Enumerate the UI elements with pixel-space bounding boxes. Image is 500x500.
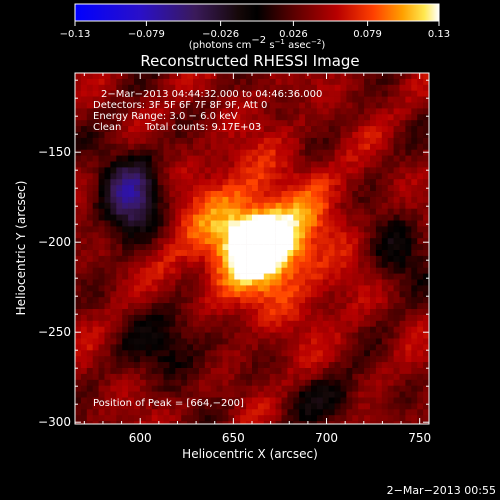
annotation-energy: Energy Range: 3.0 − 6.0 keV [93, 111, 238, 122]
y-tick-label: −250 [38, 325, 71, 339]
unit-part: asec [285, 40, 311, 51]
colorbar-tick-label: −0.079 [128, 29, 165, 40]
annotation-clean: Clean [93, 122, 121, 133]
x-tick-label: 650 [222, 431, 245, 445]
y-axis-ticks: −150 −200 −250 −300 [38, 79, 429, 429]
annotation-peak: Position of Peak = [664,−200] [93, 398, 244, 409]
y-tick-label: −150 [38, 145, 71, 159]
x-tick-label: 700 [315, 431, 338, 445]
colorbar-tick-label: 0.079 [353, 29, 382, 40]
x-tick-label: 600 [129, 431, 152, 445]
colorbar-tick-label: 0.026 [279, 29, 308, 40]
x-axis-label: Heliocentric X (arcsec) [182, 447, 318, 461]
y-tick-label: −200 [38, 235, 71, 249]
annotation-counts: Total counts: 9.17E+03 [144, 122, 261, 133]
x-tick-label: 750 [408, 431, 431, 445]
footer-timestamp: 2−Mar−2013 00:55 [387, 484, 496, 497]
colorbar-tick-label: −0.026 [202, 29, 239, 40]
unit-part: s [266, 40, 274, 51]
colorbar-ticks: −0.13 −0.079 −0.026 0.026 0.079 0.13 [60, 21, 450, 40]
unit-part: ) [321, 40, 325, 51]
y-tick-label: −300 [38, 415, 71, 429]
y-axis-label: Heliocentric Y (arcsec) [14, 181, 28, 316]
x-axis-ticks: 600 650 700 750 [83, 73, 431, 445]
annotation-time-range: 2−Mar−2013 04:44:32.000 to 04:46:36.000 [101, 89, 322, 100]
unit-exp: −2 [251, 35, 266, 46]
colorbar-tick-label: 0.13 [428, 29, 450, 40]
heatmap-image [75, 73, 429, 424]
chart-title: Reconstructed RHESSI Image [140, 52, 359, 70]
unit-exp: −1 [275, 38, 285, 46]
annotation-detectors: Detectors: 3F 5F 6F 7F 8F 9F, Att 0 [93, 100, 267, 111]
colorbar [74, 3, 440, 22]
colorbar-unit-label: (photons cm−2 s−1 asec−2) [189, 35, 326, 52]
unit-part: (photons cm [189, 40, 252, 51]
unit-exp: −2 [311, 38, 321, 46]
colorbar-tick-label: −0.13 [60, 29, 91, 40]
